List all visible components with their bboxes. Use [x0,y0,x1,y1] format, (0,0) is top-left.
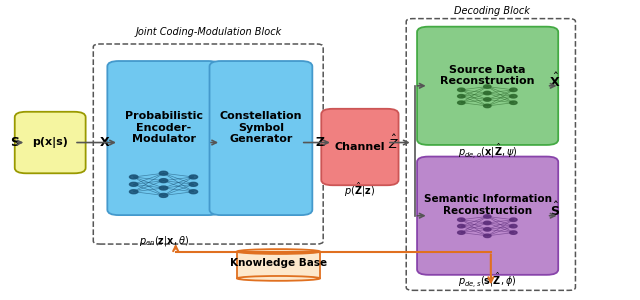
Circle shape [509,94,517,98]
Text: Probabilistic
Encoder-
Modulator: Probabilistic Encoder- Modulator [125,111,202,144]
Circle shape [129,190,138,194]
Text: $\hat{\mathbf{X}}$: $\hat{\mathbf{X}}$ [549,72,561,90]
FancyBboxPatch shape [417,27,558,145]
Circle shape [159,179,168,183]
Text: Channel: Channel [335,142,385,152]
Circle shape [509,218,517,221]
Circle shape [189,190,198,194]
FancyBboxPatch shape [417,157,558,275]
Circle shape [484,234,491,238]
Circle shape [458,101,465,104]
Circle shape [458,88,465,91]
Circle shape [484,221,491,225]
Text: Source Data
Reconstruction: Source Data Reconstruction [440,64,535,86]
Text: $p(\hat{\mathbf{Z}}|\mathbf{z})$: $p(\hat{\mathbf{Z}}|\mathbf{z})$ [344,181,375,200]
Circle shape [189,175,198,179]
Circle shape [484,104,491,108]
FancyBboxPatch shape [321,109,399,185]
Circle shape [458,231,465,234]
Text: Knowledge Base: Knowledge Base [230,258,327,268]
Circle shape [484,228,491,231]
Circle shape [159,194,168,197]
Ellipse shape [237,276,320,281]
Circle shape [458,224,465,228]
Circle shape [509,101,517,104]
Text: X: X [100,136,109,149]
Circle shape [509,231,517,234]
Text: Joint Coding-Modulation Block: Joint Coding-Modulation Block [135,27,282,37]
Text: $\hat{Z}$: $\hat{Z}$ [388,134,399,152]
Circle shape [159,186,168,190]
Circle shape [484,215,491,218]
Text: S: S [10,136,19,149]
Circle shape [458,94,465,98]
Circle shape [509,224,517,228]
Circle shape [509,88,517,91]
Bar [237,251,320,278]
Circle shape [159,171,168,175]
Circle shape [458,218,465,221]
Text: p(x|s): p(x|s) [32,137,68,148]
Text: Decoding Block: Decoding Block [454,6,531,16]
Text: $\hat{\mathbf{S}}$: $\hat{\mathbf{S}}$ [550,201,560,219]
FancyBboxPatch shape [209,61,312,215]
Ellipse shape [237,249,320,254]
Circle shape [484,91,491,95]
Text: $p_{en}(\mathbf{z}|\mathbf{x}, \theta)$: $p_{en}(\mathbf{z}|\mathbf{x}, \theta)$ [138,234,189,248]
Circle shape [484,85,491,88]
Text: $p_{de,s}(\mathbf{s}|\hat{\mathbf{Z}}, \phi)$: $p_{de,s}(\mathbf{s}|\hat{\mathbf{Z}}, \… [458,271,516,289]
Circle shape [129,182,138,186]
Text: Constellation
Symbol
Generator: Constellation Symbol Generator [220,111,302,144]
Text: Semantic Information
Reconstruction: Semantic Information Reconstruction [424,194,552,216]
FancyBboxPatch shape [108,61,220,215]
Circle shape [189,182,198,186]
Circle shape [129,175,138,179]
Circle shape [484,98,491,101]
Text: Z: Z [316,136,324,149]
FancyBboxPatch shape [15,112,86,173]
Text: $p_{de,o}(\mathbf{x}|\hat{\mathbf{Z}}, \psi)$: $p_{de,o}(\mathbf{x}|\hat{\mathbf{Z}}, \… [458,141,517,160]
